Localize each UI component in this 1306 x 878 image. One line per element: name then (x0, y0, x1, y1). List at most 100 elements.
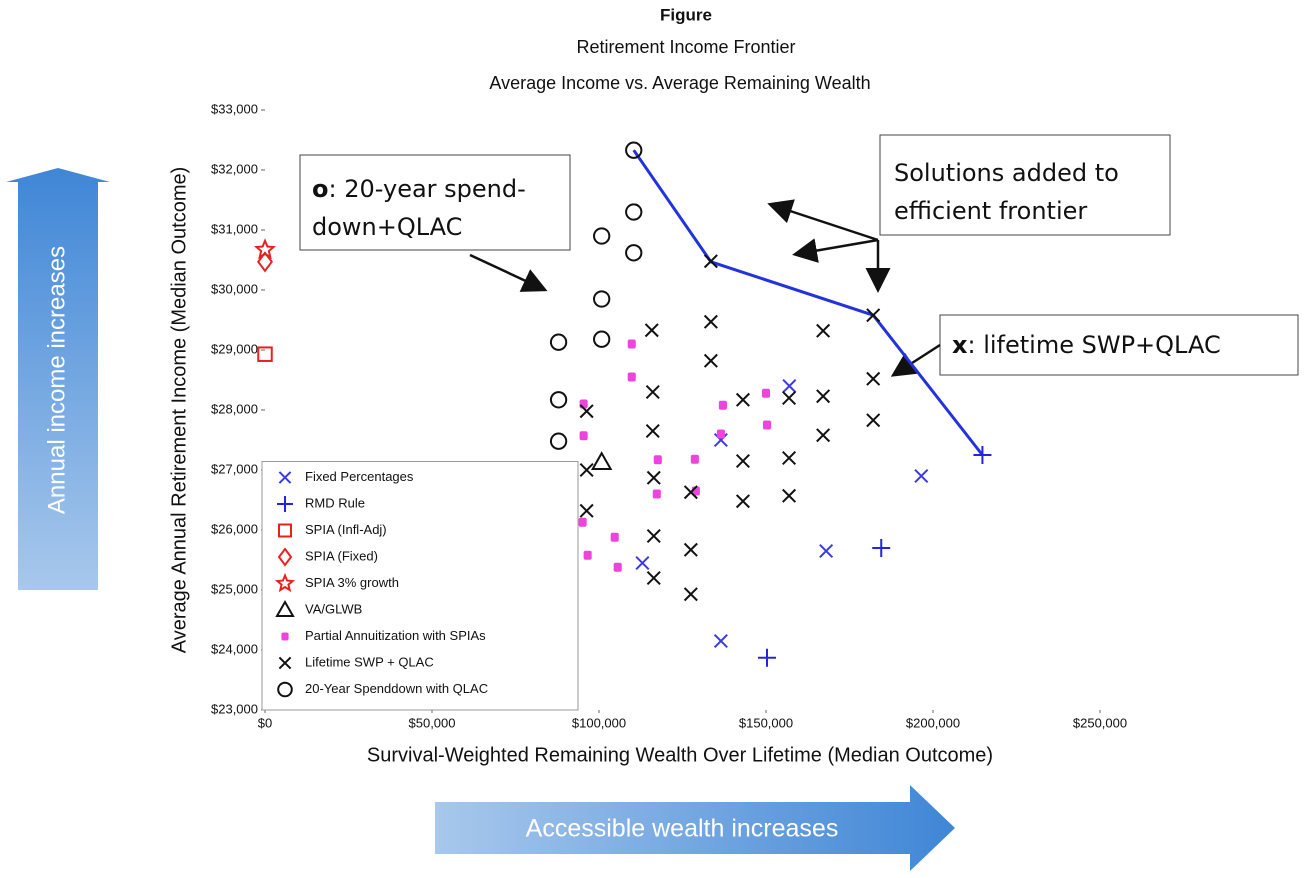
marker-x (683, 485, 698, 500)
marker-dot (716, 429, 725, 439)
marker-x (735, 392, 750, 407)
marker-dot (578, 517, 587, 527)
y-tick-label: $28,000 (211, 401, 258, 416)
marker-circle (277, 681, 293, 698)
marker-x (646, 528, 661, 544)
marker-x (645, 423, 660, 439)
marker-x (816, 323, 831, 338)
marker-dot (627, 372, 636, 382)
arrow (890, 343, 941, 377)
marker-x (735, 494, 750, 509)
legend-label: Fixed Percentages (305, 469, 414, 484)
y-tick-label: $25,000 (211, 581, 258, 596)
marker-square (257, 346, 273, 362)
x-tick-label: $100,000 (572, 715, 626, 730)
plot-area: $23,000 $24,000 $25,000 $26,000 $27,000 $28,0… (211, 101, 1127, 730)
annotation-box (939, 314, 1299, 376)
legend-label: SPIA (Fixed) (305, 548, 378, 563)
x-tick-label: $150,000 (739, 715, 793, 730)
marker-x (683, 587, 698, 602)
marker-x (644, 323, 659, 338)
marker-x (782, 450, 797, 466)
horizontal-arrow (435, 785, 955, 871)
marker-x (713, 432, 728, 448)
frontier-line (632, 149, 984, 456)
marker-x (782, 378, 797, 394)
marker-x (866, 371, 881, 386)
marker-x (782, 390, 797, 406)
legend-label: SPIA (Infl-Adj) (305, 522, 387, 537)
marker-x (683, 542, 698, 557)
x-axis-label: Survival-Weighted Remaining Wealth Over … (367, 744, 993, 766)
marker-x (579, 503, 594, 518)
y-tick-label: $31,000 (211, 221, 258, 236)
annotation-box (879, 134, 1171, 236)
marker-dot (762, 420, 772, 430)
legend-label: RMD Rule (305, 495, 365, 510)
marker-x (866, 413, 881, 428)
annotation: o: 20-year spend- (312, 175, 526, 203)
legend-label: 20-Year Spenddown with QLAC (305, 681, 488, 696)
chart-title: Figure (660, 5, 712, 24)
legend: Fixed Percentages RMD Rule SPIA (Infl-Adj)… (261, 461, 579, 711)
legend-box (261, 461, 579, 711)
marker-circle (593, 330, 611, 348)
marker-dot (627, 339, 636, 349)
marker-x (703, 353, 718, 368)
marker-dot (718, 400, 727, 410)
marker-star (253, 238, 277, 260)
marker-dot (579, 431, 588, 441)
annotation-box (299, 154, 571, 251)
arrow (469, 253, 548, 292)
marker-x (914, 468, 929, 484)
marker-dot (583, 550, 592, 560)
marker-circle (625, 141, 643, 159)
marker-dot (613, 562, 622, 572)
marker-x (735, 453, 750, 469)
y-tick-label: $23,000 (211, 701, 258, 716)
x-tick-label: $200,000 (906, 715, 960, 730)
marker-x (866, 308, 881, 323)
marker-dot (652, 489, 661, 499)
annotation: Solutions added to (894, 159, 1119, 187)
annotation: down+QLAC (312, 213, 462, 241)
marker-x (816, 389, 831, 404)
marker-x (635, 555, 650, 571)
chart-subtitle: Retirement Income Frontier (576, 37, 795, 57)
marker-x (646, 570, 661, 586)
x-tick-label: $0 (258, 715, 272, 730)
y-tick-label: $27,000 (211, 461, 258, 476)
marker-circle (549, 432, 568, 450)
marker-plus (758, 648, 777, 667)
marker-x (646, 470, 661, 485)
marker-plus (872, 539, 891, 557)
marker-dot (761, 388, 771, 398)
arrow-label: Accessible wealth increases (526, 815, 839, 843)
marker-circle (593, 290, 611, 308)
legend-label: Lifetime SWP + QLAC (305, 654, 434, 669)
marker-plus (973, 446, 992, 464)
marker-dot (610, 532, 619, 542)
marker-dot (690, 454, 699, 464)
marker-diamond (257, 251, 273, 273)
annotation: efficient frontier (894, 197, 1087, 225)
marker-x (819, 543, 834, 559)
x-tick-label: $250,000 (1073, 715, 1127, 730)
marker-star (274, 572, 296, 593)
marker-dot (281, 632, 289, 641)
y-tick-label: $30,000 (211, 281, 258, 296)
marker-x (278, 656, 292, 670)
legend-label: VA/GLWB (305, 601, 362, 616)
marker-circle (549, 391, 568, 409)
arrow (767, 199, 879, 242)
y-tick-label: $33,000 (211, 101, 258, 116)
y-tick-label: $26,000 (211, 521, 258, 536)
marker-x (703, 254, 718, 269)
marker-circle (593, 227, 611, 245)
marker-x (782, 488, 797, 503)
legend-label: SPIA 3% growth (305, 575, 399, 590)
marker-circle (549, 333, 568, 351)
y-tick-label: $29,000 (211, 341, 258, 356)
x-tick-label: $50,000 (409, 715, 456, 730)
